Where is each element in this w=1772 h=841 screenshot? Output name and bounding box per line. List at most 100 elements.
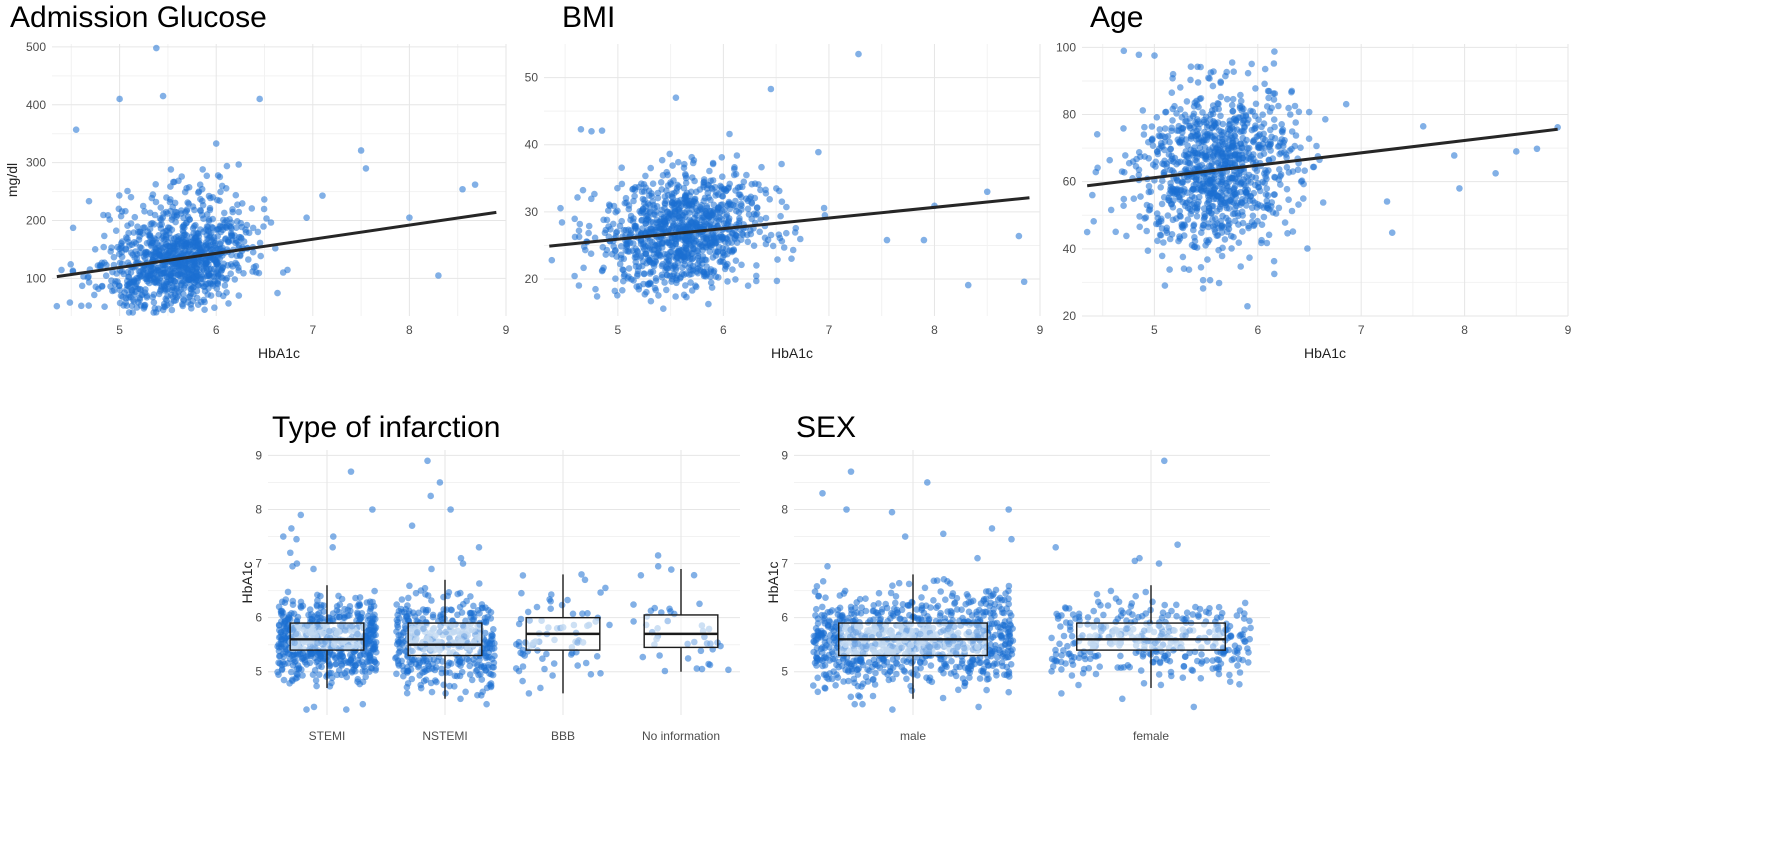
- data-point: [338, 595, 346, 603]
- data-point: [753, 272, 760, 280]
- data-point: [1176, 207, 1183, 215]
- data-point: [358, 610, 366, 617]
- data-point: [819, 578, 827, 585]
- data-point: [962, 600, 969, 608]
- x-tick-label: 8: [931, 323, 938, 337]
- data-point: [393, 628, 400, 635]
- data-point: [1278, 121, 1285, 128]
- data-point: [651, 226, 659, 234]
- data-point: [1177, 84, 1184, 91]
- y-tick-label: 7: [255, 557, 262, 571]
- outlier-point: [428, 565, 435, 573]
- data-point: [1270, 116, 1278, 123]
- data-point: [747, 193, 755, 201]
- data-point: [738, 193, 745, 201]
- data-point: [110, 253, 118, 261]
- y-tick-label: 40: [525, 138, 539, 152]
- data-point: [777, 212, 784, 220]
- data-point: [1227, 197, 1234, 204]
- data-point: [167, 196, 174, 203]
- data-point: [205, 270, 213, 278]
- data-point: [167, 166, 175, 173]
- data-point: [715, 204, 723, 211]
- data-point: [286, 611, 293, 619]
- data-point: [412, 589, 420, 597]
- data-point: [104, 212, 112, 219]
- data-point: [1215, 279, 1223, 287]
- data-point: [664, 171, 671, 179]
- data-point: [1322, 116, 1329, 123]
- data-point: [1300, 180, 1307, 188]
- data-point: [212, 140, 220, 147]
- category-label: BBB: [551, 729, 575, 743]
- data-point: [1240, 176, 1247, 183]
- data-point: [468, 626, 476, 634]
- data-point: [319, 630, 327, 637]
- data-point: [280, 676, 288, 684]
- data-point: [698, 242, 705, 249]
- data-point: [821, 615, 828, 622]
- data-point: [1197, 95, 1205, 102]
- data-point: [169, 203, 176, 211]
- data-point: [1217, 173, 1225, 181]
- data-point: [1175, 127, 1182, 134]
- data-point: [447, 606, 455, 613]
- data-point: [482, 652, 490, 660]
- data-point: [278, 661, 286, 669]
- data-point: [333, 603, 341, 610]
- data-point: [180, 229, 187, 237]
- data-point: [155, 290, 163, 298]
- panel-title: Type of infarction: [272, 411, 500, 444]
- data-point: [665, 239, 672, 246]
- data-point: [478, 676, 486, 683]
- data-point: [639, 653, 647, 661]
- data-point: [637, 572, 645, 579]
- data-point: [341, 605, 348, 613]
- data-point: [635, 263, 643, 270]
- data-point: [730, 246, 737, 253]
- y-tick-label: 100: [1056, 40, 1076, 54]
- data-point: [1258, 236, 1265, 244]
- data-point: [100, 243, 107, 251]
- data-point: [1289, 168, 1297, 175]
- data-point: [731, 165, 738, 173]
- data-point: [179, 302, 187, 310]
- data-point: [199, 201, 207, 209]
- data-point: [177, 270, 185, 277]
- data-point: [161, 261, 169, 269]
- data-point: [527, 642, 534, 649]
- data-point: [175, 292, 182, 299]
- data-point: [1216, 138, 1224, 146]
- data-point: [1231, 151, 1239, 159]
- x-tick-label: 7: [309, 323, 316, 337]
- data-point: [599, 266, 606, 274]
- data-point: [976, 675, 984, 682]
- data-point: [463, 597, 470, 605]
- data-point: [428, 597, 435, 604]
- data-point: [983, 188, 991, 196]
- data-point: [541, 665, 548, 673]
- data-point: [274, 289, 281, 297]
- data-point: [1181, 111, 1189, 119]
- data-point: [274, 643, 281, 650]
- x-tick-label: 9: [1037, 323, 1044, 337]
- data-point: [671, 189, 678, 197]
- data-point: [332, 660, 340, 668]
- regression-line: [1086, 127, 1558, 188]
- data-point: [638, 252, 645, 260]
- data-point: [748, 215, 755, 223]
- data-point: [743, 171, 750, 179]
- data-point: [288, 668, 295, 676]
- data-point: [725, 666, 732, 674]
- data-point: [753, 204, 761, 212]
- data-point: [1319, 199, 1327, 206]
- data-point: [245, 256, 252, 263]
- data-point: [203, 172, 211, 180]
- data-point: [169, 213, 176, 221]
- data-point: [127, 193, 135, 201]
- data-point: [1224, 130, 1231, 138]
- data-point: [1157, 184, 1164, 191]
- data-point: [671, 205, 679, 212]
- data-point: [593, 293, 601, 300]
- data-point: [117, 292, 125, 300]
